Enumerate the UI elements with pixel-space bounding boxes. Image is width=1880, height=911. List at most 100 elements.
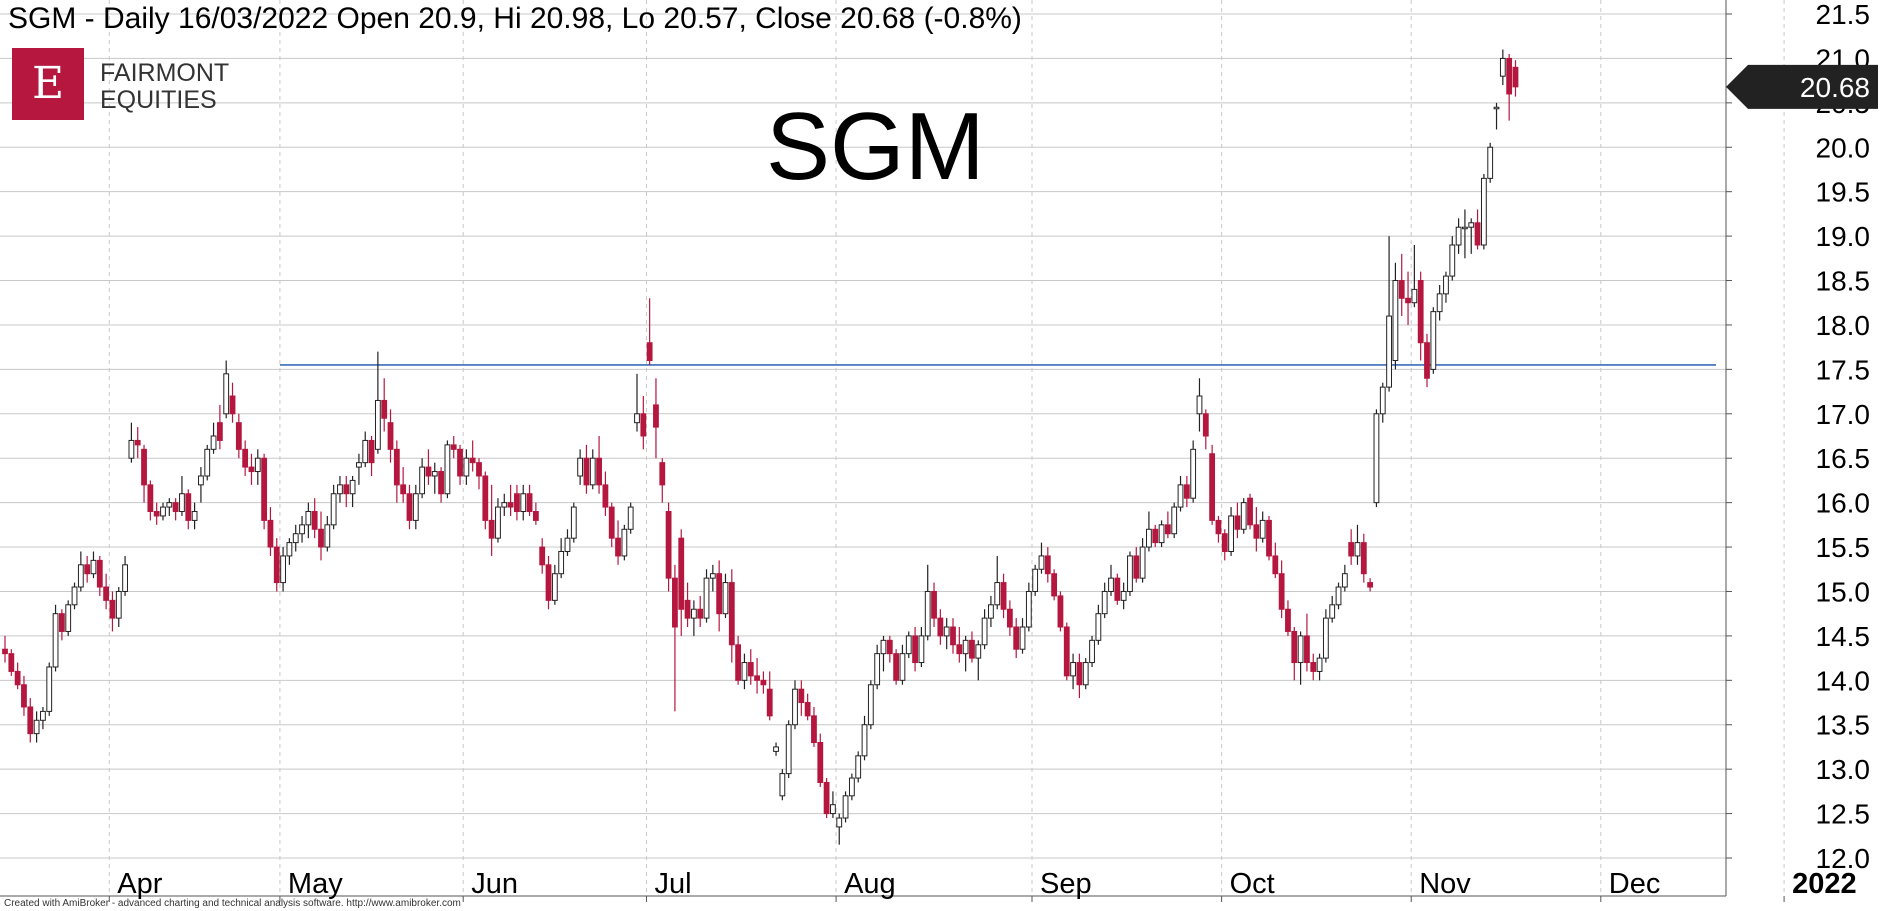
candle xyxy=(204,444,211,481)
candle xyxy=(1051,569,1058,601)
candle xyxy=(570,502,577,543)
candle-body xyxy=(608,506,615,539)
candle-body xyxy=(589,457,596,486)
candle xyxy=(583,444,590,494)
candle-body xyxy=(1411,288,1418,304)
candle-body xyxy=(311,511,318,530)
candle-body xyxy=(975,644,982,659)
candle-body xyxy=(444,444,451,495)
candle xyxy=(292,524,299,552)
candle xyxy=(349,475,356,508)
candle xyxy=(981,609,988,650)
candle xyxy=(210,422,217,454)
candle xyxy=(134,427,141,459)
candle xyxy=(760,671,767,694)
candle-body xyxy=(1095,613,1102,641)
candle xyxy=(1474,209,1481,250)
candle-body xyxy=(893,653,900,681)
candle-body xyxy=(412,493,419,521)
x-tick-label: Jul xyxy=(654,868,691,900)
candle-body xyxy=(368,439,375,464)
candle-body xyxy=(1462,226,1468,230)
candle xyxy=(874,644,881,690)
candle-body xyxy=(1297,635,1304,664)
candle-body xyxy=(8,653,15,672)
candle xyxy=(400,467,407,503)
y-tick-label: 18.5 xyxy=(1816,266,1871,297)
candle xyxy=(817,733,824,787)
candle-body xyxy=(495,506,501,539)
candle xyxy=(299,515,305,543)
candle xyxy=(103,573,110,610)
candle-body xyxy=(1253,524,1260,539)
candle xyxy=(659,458,666,503)
candle-body xyxy=(103,586,110,601)
candle-body xyxy=(1221,533,1228,552)
logo-letter: E xyxy=(31,58,65,109)
candle xyxy=(653,378,659,459)
candle xyxy=(1386,236,1392,392)
candle xyxy=(1196,378,1203,432)
candle-body xyxy=(1278,573,1285,610)
candle xyxy=(823,778,830,819)
candle-body xyxy=(804,702,811,717)
candle xyxy=(678,529,685,636)
candle xyxy=(741,653,748,690)
candle xyxy=(1430,307,1437,374)
y-tick-label: 14.0 xyxy=(1816,665,1871,696)
candle xyxy=(899,644,906,685)
candle-body xyxy=(1335,586,1342,606)
candle xyxy=(444,440,451,499)
candle-body xyxy=(1000,582,1007,610)
candle xyxy=(33,711,40,743)
candle xyxy=(830,791,836,819)
candle xyxy=(463,449,470,485)
candle xyxy=(855,751,862,783)
candle xyxy=(969,631,975,663)
candle-body xyxy=(1417,280,1424,344)
candle-body xyxy=(1146,528,1152,548)
candle-body xyxy=(918,635,925,664)
candle xyxy=(1209,444,1216,525)
candle xyxy=(558,538,565,579)
candle xyxy=(1398,253,1405,317)
candle xyxy=(488,484,495,556)
brand-line-1: FAIRMONT xyxy=(100,59,230,87)
last-price-tag: 20.68 xyxy=(1726,64,1878,109)
candle-body xyxy=(1392,280,1399,361)
candle xyxy=(90,551,97,579)
candle-body xyxy=(1177,484,1184,508)
candle-body xyxy=(463,457,470,477)
candle xyxy=(115,587,122,628)
candle-body xyxy=(596,457,602,486)
candle-body xyxy=(703,577,710,619)
candle xyxy=(324,515,331,552)
candle xyxy=(1417,271,1424,361)
candle-body xyxy=(286,542,293,557)
candle xyxy=(1506,53,1513,121)
candle-body xyxy=(305,511,312,526)
candle-body xyxy=(261,457,268,521)
candle-body xyxy=(1196,395,1203,415)
candle xyxy=(1158,520,1165,548)
candle-body xyxy=(1240,502,1247,530)
candle-body xyxy=(27,706,34,735)
candle xyxy=(406,484,413,530)
brand-name: FAIRMONT EQUITIES xyxy=(100,60,229,114)
candle xyxy=(223,360,230,419)
candle xyxy=(1392,262,1399,370)
candle-body xyxy=(431,471,438,477)
candle-body xyxy=(1285,608,1291,632)
candle-body xyxy=(1360,542,1367,575)
candle-body xyxy=(501,502,508,508)
candle-body xyxy=(362,439,369,464)
candle-body xyxy=(1215,519,1222,535)
candle-body xyxy=(1234,515,1241,530)
fairmont-logo: E xyxy=(12,48,84,120)
candle xyxy=(267,507,274,556)
x-tick-label: Apr xyxy=(117,868,162,900)
candle xyxy=(1487,142,1494,183)
candle xyxy=(1291,627,1298,681)
candle-body xyxy=(267,519,274,548)
x-tick-label: Jun xyxy=(471,868,518,900)
